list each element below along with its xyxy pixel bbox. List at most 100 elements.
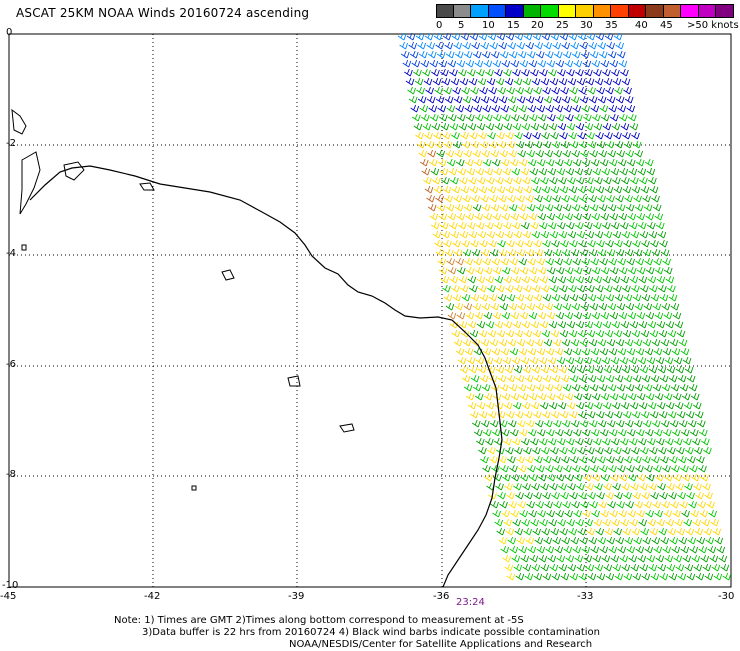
wind-barb: [527, 347, 537, 356]
wind-barb: [557, 275, 567, 284]
wind-barb: [544, 302, 554, 311]
wind-barb: [568, 329, 578, 338]
wind-barb: [567, 176, 576, 185]
wind-barb: [669, 338, 679, 347]
wind-barb: [696, 455, 705, 464]
wind-barb: [531, 230, 541, 239]
wind-barb: [472, 149, 481, 158]
wind-barb: [515, 572, 525, 581]
islands: [11, 108, 355, 491]
wind-barb: [598, 302, 608, 311]
wind-barb: [612, 365, 622, 374]
wind-barb: [540, 563, 550, 572]
wind-barb: [505, 329, 515, 338]
wind-barb: [404, 68, 413, 77]
wind-barb: [447, 59, 457, 68]
wind-barb: [440, 68, 449, 77]
wind-barb: [680, 464, 689, 473]
wind-barb: [589, 500, 598, 509]
wind-barb: [560, 293, 570, 302]
wind-barb: [538, 356, 548, 365]
wind-barb: [566, 320, 576, 329]
wind-barb: [564, 509, 573, 518]
wind-barb: [643, 203, 653, 212]
wind-barb: [426, 194, 435, 203]
wind-barb: [631, 410, 641, 419]
wind-barb: [505, 131, 514, 140]
wind-barb: [518, 464, 527, 473]
wind-barb: [640, 446, 649, 455]
wind-barb: [536, 257, 545, 266]
wind-barb: [660, 338, 670, 347]
wind-barb: [628, 167, 638, 176]
wind-barb: [434, 86, 443, 95]
wind-barb: [671, 545, 681, 554]
wind-barb: [713, 572, 723, 581]
wind-barb: [522, 482, 531, 491]
wind-barb: [648, 482, 657, 491]
wind-barb: [695, 491, 704, 500]
wind-barb: [639, 563, 649, 572]
wind-barb: [454, 50, 464, 59]
wind-barb: [497, 374, 507, 383]
wind-barb: [562, 203, 572, 212]
wind-barb: [609, 392, 619, 401]
wind-barb: [595, 131, 604, 140]
wind-barb: [555, 266, 565, 275]
wind-barb: [538, 221, 548, 230]
wind-barb: [599, 158, 609, 167]
wind-barb: [437, 257, 446, 266]
wind-barb: [551, 239, 560, 248]
wind-barb: [515, 140, 525, 149]
wind-barb: [477, 365, 487, 374]
wind-barb: [554, 428, 564, 437]
legend-label: 25: [556, 20, 569, 31]
wind-barb: [444, 248, 454, 257]
wind-barb: [492, 311, 502, 320]
legend-swatch: [523, 4, 541, 18]
wind-barb: [562, 50, 572, 59]
wind-barb: [594, 230, 604, 239]
legend-label: 10: [482, 20, 495, 31]
wind-barb: [541, 131, 550, 140]
wind-barb: [523, 410, 533, 419]
wind-barb: [490, 302, 500, 311]
wind-barb: [676, 329, 686, 338]
wind-barb: [422, 122, 432, 131]
wind-barb: [419, 104, 429, 113]
wind-barb: [593, 320, 603, 329]
wind-barb: [572, 464, 581, 473]
wind-barb: [569, 491, 578, 500]
wind-barb: [415, 32, 425, 41]
wind-barb: [497, 491, 506, 500]
wind-barb: [479, 140, 489, 149]
wind-barb: [557, 320, 567, 329]
wind-barb: [512, 320, 522, 329]
wind-barb: [480, 248, 490, 257]
wind-barb: [626, 428, 636, 437]
wind-barb: [670, 302, 680, 311]
wind-barb: [550, 410, 560, 419]
wind-barb: [512, 122, 522, 131]
wind-barb: [583, 167, 593, 176]
wind-barb: [536, 464, 545, 473]
wind-barb: [604, 446, 613, 455]
wind-barb: [426, 41, 436, 50]
wind-barb: [478, 284, 487, 293]
wind-barb: [533, 86, 542, 95]
wind-barb: [528, 59, 538, 68]
wind-barb: [569, 572, 579, 581]
wind-barb: [514, 329, 524, 338]
wind-barb: [464, 104, 474, 113]
wind-barb: [667, 284, 676, 293]
wind-barb: [590, 158, 600, 167]
wind-barb: [549, 365, 559, 374]
wind-barb: [437, 104, 447, 113]
wind-barb: [619, 167, 629, 176]
legend-swatch: [698, 4, 716, 18]
wind-barb: [601, 221, 611, 230]
wind-barb: [495, 482, 504, 491]
wind-barb: [671, 428, 681, 437]
wind-barb: [606, 419, 616, 428]
map-frame: [8, 33, 732, 588]
